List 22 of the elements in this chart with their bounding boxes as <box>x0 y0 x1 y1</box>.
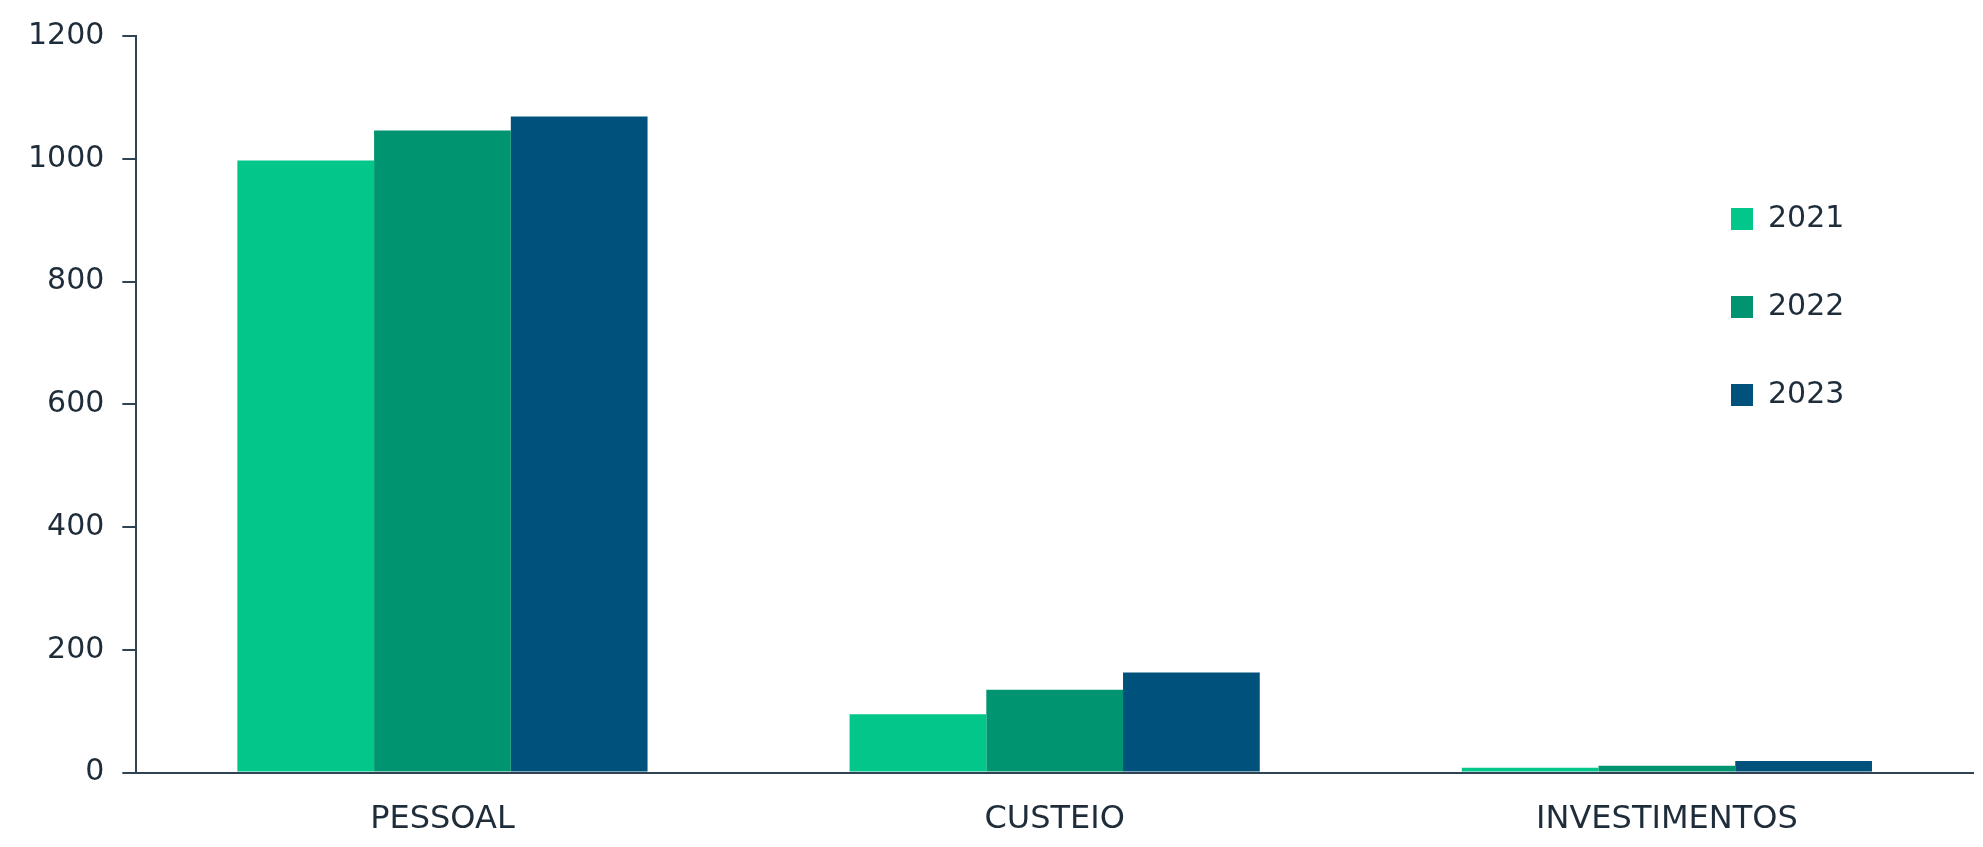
x-tick-label: CUSTEIO <box>984 798 1125 837</box>
bar <box>1598 765 1736 772</box>
bar <box>986 689 1124 772</box>
x-tick-label: INVESTIMENTOS <box>1536 798 1798 837</box>
bar <box>510 116 648 772</box>
x-tick-label: PESSOAL <box>370 798 515 837</box>
bar <box>1735 760 1872 772</box>
bar <box>237 160 375 772</box>
legend-label: 2022 <box>1768 286 1845 322</box>
y-tick-label: 0 <box>85 752 105 788</box>
legend-label: 2021 <box>1768 198 1845 234</box>
y-tick-label: 1000 <box>27 138 105 174</box>
y-tick-label: 1200 <box>27 15 105 51</box>
y-tick-label: 200 <box>47 629 105 665</box>
y-tick-label: 400 <box>47 506 105 542</box>
legend-label: 2023 <box>1768 374 1845 410</box>
y-tick-label: 600 <box>47 384 105 420</box>
bar <box>1461 767 1599 772</box>
bar <box>374 130 511 772</box>
bar <box>849 714 987 772</box>
y-tick-label: 800 <box>47 261 105 297</box>
bar <box>1123 672 1260 772</box>
